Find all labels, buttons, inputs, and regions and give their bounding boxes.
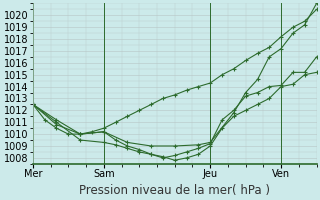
X-axis label: Pression niveau de la mer( hPa ): Pression niveau de la mer( hPa ) [79,184,270,197]
